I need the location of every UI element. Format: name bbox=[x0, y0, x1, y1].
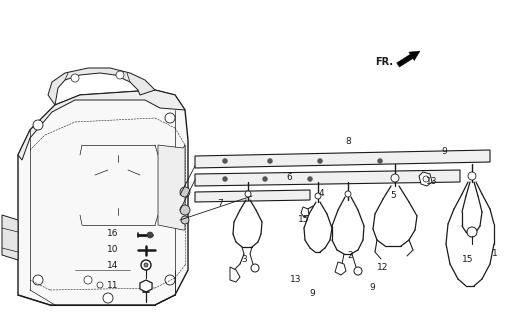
Text: 13: 13 bbox=[290, 275, 302, 284]
Text: 10: 10 bbox=[107, 244, 119, 253]
Polygon shape bbox=[18, 90, 188, 305]
Circle shape bbox=[345, 191, 351, 197]
Polygon shape bbox=[195, 150, 490, 168]
Text: 6: 6 bbox=[286, 173, 292, 182]
Polygon shape bbox=[195, 190, 310, 202]
Circle shape bbox=[391, 174, 399, 182]
Text: 8: 8 bbox=[345, 138, 351, 147]
Circle shape bbox=[251, 264, 259, 272]
Text: 9: 9 bbox=[309, 290, 315, 299]
Circle shape bbox=[377, 158, 382, 164]
Polygon shape bbox=[419, 172, 432, 186]
Circle shape bbox=[468, 172, 476, 180]
Polygon shape bbox=[2, 215, 18, 260]
Circle shape bbox=[354, 267, 362, 275]
Text: 16: 16 bbox=[107, 229, 119, 238]
Circle shape bbox=[317, 158, 323, 164]
Text: 15: 15 bbox=[462, 254, 474, 263]
Circle shape bbox=[223, 158, 227, 164]
Circle shape bbox=[223, 177, 227, 181]
Circle shape bbox=[141, 260, 151, 270]
Circle shape bbox=[144, 263, 148, 267]
Text: 7: 7 bbox=[217, 198, 223, 207]
Circle shape bbox=[308, 177, 312, 181]
Text: 9: 9 bbox=[369, 283, 375, 292]
Circle shape bbox=[84, 276, 92, 284]
Text: 12: 12 bbox=[377, 262, 389, 271]
Circle shape bbox=[116, 71, 124, 79]
Circle shape bbox=[180, 205, 190, 215]
Polygon shape bbox=[301, 207, 309, 217]
Polygon shape bbox=[335, 262, 346, 275]
Circle shape bbox=[97, 282, 103, 288]
Polygon shape bbox=[140, 280, 152, 292]
Text: 14: 14 bbox=[108, 261, 119, 270]
Polygon shape bbox=[230, 267, 240, 282]
Text: 3: 3 bbox=[241, 254, 247, 263]
Text: 9: 9 bbox=[441, 147, 447, 156]
Circle shape bbox=[180, 187, 190, 197]
Circle shape bbox=[147, 232, 153, 238]
Text: 4: 4 bbox=[318, 188, 324, 197]
Circle shape bbox=[245, 191, 251, 197]
Polygon shape bbox=[48, 68, 155, 105]
Circle shape bbox=[165, 113, 175, 123]
Circle shape bbox=[423, 176, 429, 182]
Circle shape bbox=[315, 193, 321, 199]
Polygon shape bbox=[18, 90, 185, 160]
Circle shape bbox=[181, 216, 189, 224]
Circle shape bbox=[33, 275, 43, 285]
Text: 13: 13 bbox=[426, 177, 438, 186]
Polygon shape bbox=[158, 145, 185, 230]
Text: FR.: FR. bbox=[375, 57, 393, 67]
Text: 15: 15 bbox=[298, 214, 310, 223]
Circle shape bbox=[103, 293, 113, 303]
Circle shape bbox=[33, 120, 43, 130]
Text: 1: 1 bbox=[492, 249, 498, 258]
Text: 5: 5 bbox=[390, 190, 396, 199]
Circle shape bbox=[263, 177, 267, 181]
FancyArrow shape bbox=[397, 51, 420, 67]
Circle shape bbox=[165, 275, 175, 285]
Circle shape bbox=[71, 74, 79, 82]
Polygon shape bbox=[195, 170, 460, 186]
Text: 2: 2 bbox=[347, 252, 353, 260]
Circle shape bbox=[267, 158, 272, 164]
Text: 11: 11 bbox=[107, 282, 119, 291]
Circle shape bbox=[467, 227, 477, 237]
